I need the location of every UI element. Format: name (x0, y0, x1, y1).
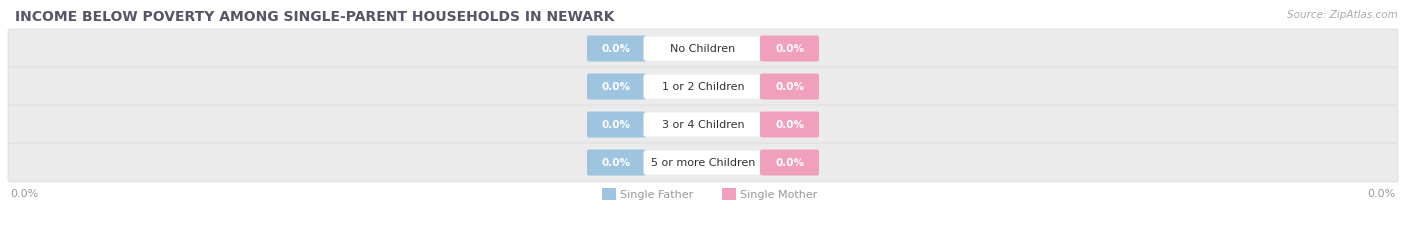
Text: Single Father: Single Father (620, 189, 693, 199)
FancyBboxPatch shape (586, 112, 645, 138)
FancyBboxPatch shape (8, 68, 1398, 106)
FancyBboxPatch shape (723, 188, 735, 200)
Text: 5 or more Children: 5 or more Children (651, 158, 755, 168)
Text: No Children: No Children (671, 44, 735, 54)
Text: 0.0%: 0.0% (602, 120, 631, 130)
Text: 3 or 4 Children: 3 or 4 Children (662, 120, 744, 130)
FancyBboxPatch shape (586, 36, 645, 62)
FancyBboxPatch shape (761, 36, 820, 62)
FancyBboxPatch shape (644, 37, 762, 61)
Text: Source: ZipAtlas.com: Source: ZipAtlas.com (1288, 10, 1398, 20)
FancyBboxPatch shape (8, 143, 1398, 182)
Text: 0.0%: 0.0% (10, 188, 38, 198)
Text: 0.0%: 0.0% (602, 44, 631, 54)
Text: Single Mother: Single Mother (740, 189, 817, 199)
FancyBboxPatch shape (586, 74, 645, 100)
FancyBboxPatch shape (8, 106, 1398, 144)
FancyBboxPatch shape (602, 188, 616, 200)
Text: 1 or 2 Children: 1 or 2 Children (662, 82, 744, 92)
FancyBboxPatch shape (761, 74, 820, 100)
FancyBboxPatch shape (644, 75, 762, 99)
Text: 0.0%: 0.0% (775, 44, 804, 54)
FancyBboxPatch shape (644, 113, 762, 137)
FancyBboxPatch shape (644, 151, 762, 175)
FancyBboxPatch shape (8, 30, 1398, 69)
FancyBboxPatch shape (586, 150, 645, 176)
Text: 0.0%: 0.0% (602, 82, 631, 92)
Text: 0.0%: 0.0% (775, 82, 804, 92)
Text: 0.0%: 0.0% (775, 158, 804, 168)
Text: 0.0%: 0.0% (775, 120, 804, 130)
Text: 0.0%: 0.0% (1368, 188, 1396, 198)
Text: INCOME BELOW POVERTY AMONG SINGLE-PARENT HOUSEHOLDS IN NEWARK: INCOME BELOW POVERTY AMONG SINGLE-PARENT… (15, 10, 614, 24)
Text: 0.0%: 0.0% (602, 158, 631, 168)
FancyBboxPatch shape (761, 112, 820, 138)
FancyBboxPatch shape (761, 150, 820, 176)
